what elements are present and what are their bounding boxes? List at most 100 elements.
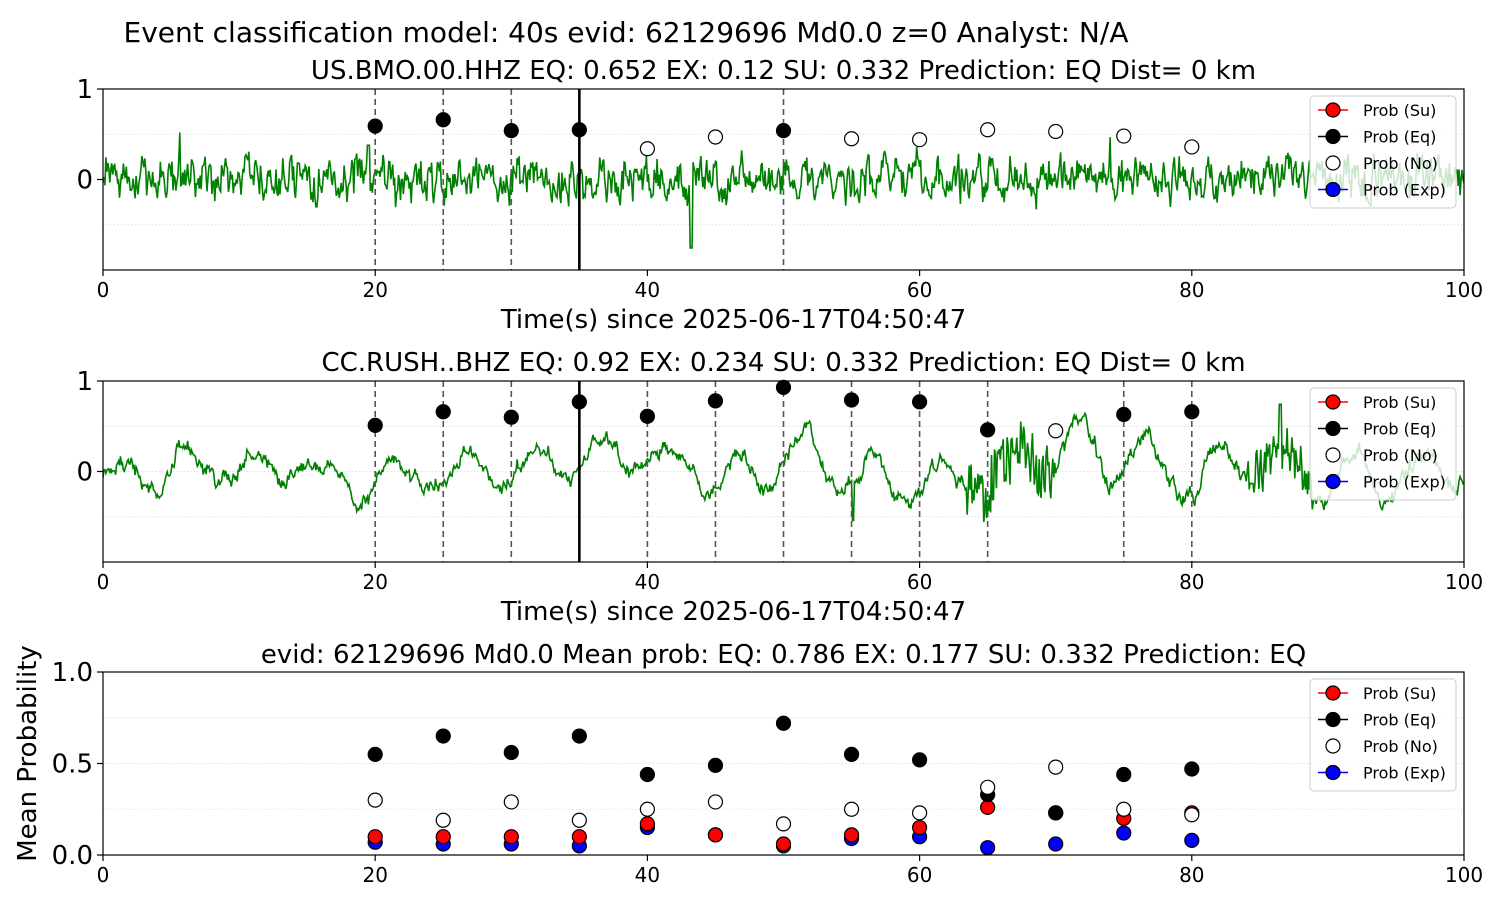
point-prob-no [1048, 423, 1064, 439]
point-prob-no [707, 794, 724, 810]
point-prob-eq [571, 394, 587, 410]
legend-marker-prob-eq [1325, 711, 1341, 728]
panel-3-y-tick-label: 0.0 [52, 841, 93, 871]
panel-station-1: US.BMO.00.HHZ EQ: 0.652 EX: 0.12 SU: 0.3… [76, 56, 1483, 335]
panel-2-y-tick-label: 1 [76, 367, 93, 397]
panel-3-x-tick-label: 20 [362, 863, 387, 887]
legend-label: Prob (Exp) [1363, 473, 1446, 492]
y-axis-label: Mean Probability [13, 645, 43, 862]
point-prob-eq [843, 746, 860, 762]
legend-marker-prob-su [1325, 394, 1341, 410]
point-prob-no [980, 779, 996, 795]
point-prob-su [911, 819, 928, 836]
panel-2-x-tick-label: 60 [907, 570, 932, 594]
point-prob-eq [707, 393, 724, 409]
panel-title: US.BMO.00.HHZ EQ: 0.652 EX: 0.12 SU: 0.3… [311, 56, 1256, 86]
point-prob-su [980, 799, 996, 816]
point-prob-no [1184, 139, 1200, 155]
panel-1-x-tick-label: 100 [1445, 278, 1483, 302]
panel-2-x-tick-label: 0 [97, 570, 110, 594]
point-prob-su [775, 836, 792, 852]
legend-marker-prob-no [1325, 447, 1341, 463]
panel-2-x-tick-label: 80 [1179, 570, 1204, 594]
panel-3-y-tick-label: 1.0 [52, 658, 93, 688]
legend-label: Prob (No) [1363, 154, 1438, 173]
seismic-trace [103, 132, 1464, 249]
point-prob-eq [1184, 404, 1200, 420]
point-prob-eq [775, 123, 792, 139]
legend-label: Prob (Su) [1363, 684, 1436, 703]
panel-3-y-tick-label: 0.5 [52, 750, 93, 780]
legend: Prob (Su) Prob (Eq) Prob (No) Prob (Exp) [1309, 678, 1457, 792]
point-prob-no [571, 812, 587, 828]
point-prob-su [843, 827, 860, 843]
point-prob-su [707, 827, 724, 843]
panel-1-y-tick-label: 0 [76, 166, 93, 196]
figure-suptitle: Event classification model: 40s evid: 62… [124, 16, 1129, 49]
panel-1-y-tick-label: 1 [76, 75, 93, 105]
point-prob-no [639, 141, 656, 157]
point-prob-no [911, 805, 928, 821]
point-prob-eq [775, 715, 792, 731]
legend: Prob (Su) Prob (Eq) Prob (No) Prob (Exp) [1309, 95, 1457, 209]
legend-label: Prob (No) [1363, 446, 1438, 465]
legend-label: Prob (Exp) [1363, 181, 1446, 200]
panel-title: evid: 62129696 Md0.0 Mean prob: EQ: 0.78… [261, 640, 1306, 670]
point-prob-eq [980, 422, 996, 438]
panel-3-x-tick-label: 100 [1445, 863, 1483, 887]
point-prob-eq [435, 404, 451, 420]
point-prob-su [435, 829, 451, 845]
panel-2-x-tick-label: 40 [635, 570, 660, 594]
panel-1-x-tick-label: 20 [362, 278, 387, 302]
legend-label: Prob (Eq) [1363, 711, 1436, 730]
legend-marker-prob-exp [1325, 764, 1341, 781]
x-axis-label: Time(s) since 2025-06-17T04:50:47 [500, 597, 966, 627]
panel-1-x-tick-label: 0 [97, 278, 110, 302]
panel-3-x-tick-label: 0 [97, 863, 110, 887]
legend-marker-prob-eq [1325, 420, 1341, 437]
point-prob-no [980, 122, 996, 138]
point-prob-eq [503, 744, 519, 761]
point-prob-no [1048, 123, 1064, 140]
point-prob-eq [911, 752, 928, 768]
panel-3-x-tick-label: 80 [1179, 863, 1204, 887]
point-prob-no [911, 132, 928, 148]
legend-marker-prob-su [1325, 102, 1341, 118]
panel-3-x-tick-label: 60 [907, 863, 932, 887]
legend-box [1309, 678, 1457, 792]
legend-label: Prob (Exp) [1363, 764, 1446, 783]
point-prob-eq [571, 122, 587, 138]
point-prob-exp [1048, 836, 1064, 852]
point-prob-eq [367, 118, 383, 134]
point-prob-no [843, 131, 860, 147]
point-prob-exp [980, 840, 996, 856]
point-prob-no [503, 794, 519, 810]
x-axis-label: Time(s) since 2025-06-17T04:50:47 [500, 305, 966, 335]
legend-box [1309, 95, 1457, 209]
panel-2-x-tick-label: 100 [1445, 570, 1483, 594]
legend-marker-prob-su [1325, 685, 1341, 701]
point-prob-eq [911, 394, 928, 410]
point-prob-no [1048, 759, 1064, 775]
panel-title: CC.RUSH..BHZ EQ: 0.92 EX: 0.234 SU: 0.33… [321, 348, 1245, 378]
legend-marker-prob-no [1325, 155, 1341, 171]
point-prob-no [775, 816, 792, 832]
point-prob-no [1116, 801, 1132, 817]
point-prob-eq [843, 392, 860, 408]
point-prob-eq [1048, 805, 1064, 821]
point-prob-no [1116, 128, 1132, 144]
point-prob-eq [503, 409, 519, 425]
point-prob-eq [571, 728, 587, 744]
point-prob-exp [1116, 825, 1132, 841]
point-prob-no [435, 812, 451, 828]
point-prob-eq [1116, 766, 1132, 783]
panel-1-x-tick-label: 80 [1179, 278, 1204, 302]
legend-marker-prob-exp [1325, 473, 1341, 490]
point-prob-su [367, 829, 383, 845]
point-prob-eq [367, 417, 383, 433]
legend-label: Prob (Su) [1363, 393, 1436, 412]
point-prob-su [639, 816, 656, 832]
legend-label: Prob (Eq) [1363, 420, 1436, 439]
legend: Prob (Su) Prob (Eq) Prob (No) Prob (Exp) [1309, 387, 1457, 501]
panel-1-x-tick-label: 40 [635, 278, 660, 302]
